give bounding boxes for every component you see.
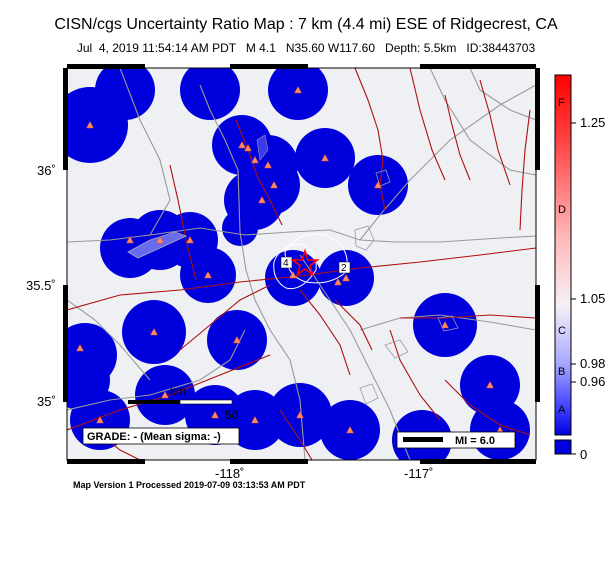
roads	[67, 68, 536, 460]
station-triangle	[294, 85, 302, 94]
colorbar-tick-1-05: 1.05	[580, 291, 605, 306]
station-triangle	[161, 390, 169, 399]
station-triangle	[238, 140, 246, 149]
station-triangle	[486, 380, 494, 389]
map-title: CISN/cgs Uncertainty Ratio Map : 7 km (4…	[54, 16, 558, 33]
station-triangle	[346, 425, 354, 434]
colorbar: 1.25 1.05 0.98 0.96 0 F D C B A	[554, 74, 605, 462]
colorbar-ticks	[571, 122, 576, 455]
grade-text: GRADE: - (Mean sigma: -)	[87, 431, 221, 443]
fault-lines	[67, 68, 536, 460]
station-triangle	[150, 327, 158, 336]
scale-bar-value: 50	[225, 408, 239, 422]
grade-box	[82, 427, 240, 445]
station-triangle	[289, 270, 297, 279]
scale-bar: km 50	[128, 384, 239, 422]
colorbar-tick-1-25: 1.25	[580, 115, 605, 130]
lakes	[127, 134, 459, 405]
contour-label-2: 2	[341, 263, 347, 274]
scale-bar-unit: km	[170, 384, 186, 398]
station-triangle	[251, 415, 259, 424]
mi-legend-box	[396, 431, 516, 449]
station-triangle	[211, 410, 219, 419]
lat-label-35: 35˚	[37, 394, 56, 409]
colorbar-grade-b: B	[558, 366, 565, 378]
colorbar-grade-d: D	[558, 204, 566, 216]
event-subtitle: Jul 4, 2019 11:54:14 AM PDT M 4.1 N35.60…	[76, 41, 536, 55]
station-triangle	[86, 120, 94, 129]
map-border-ticks	[63, 64, 540, 464]
station-triangle	[321, 153, 329, 162]
colorbar-grade-f: F	[558, 97, 565, 109]
lat-label-35-5: 35.5˚	[26, 278, 56, 293]
station-triangle	[270, 180, 278, 189]
colorbar-gradient	[554, 74, 572, 436]
station-triangle	[76, 343, 84, 352]
contour-label-4: 4	[283, 258, 289, 269]
mi-legend-text: MI = 6.0	[455, 435, 495, 447]
colorbar-grade-c: C	[558, 325, 566, 337]
station-triangle	[342, 273, 350, 282]
station-triangle	[126, 235, 134, 244]
epicenter-star	[290, 248, 320, 277]
colorbar-zero-swatch	[554, 439, 572, 455]
station-triangle	[204, 270, 212, 279]
colorbar-grade-a: A	[558, 404, 566, 416]
station-triangle	[156, 235, 164, 244]
station-triangle	[186, 235, 194, 244]
station-triangle	[374, 180, 382, 189]
station-triangle	[258, 195, 266, 204]
contour-label-box-4	[280, 256, 293, 269]
station-triangle	[251, 155, 259, 164]
processing-footer: Map Version 1 Processed 2019-07-09 03:13…	[73, 480, 306, 490]
lat-label-36: 36˚	[37, 163, 56, 178]
station-triangle	[441, 320, 449, 329]
lon-label-117: -117˚	[404, 466, 433, 481]
station-triangle	[264, 160, 272, 169]
lon-label-118: -118˚	[215, 466, 244, 481]
contour-label-box-2	[338, 261, 351, 274]
station-triangle	[334, 277, 342, 286]
station-triangle	[244, 143, 252, 152]
station-triangle	[96, 415, 104, 424]
colorbar-tick-0: 0	[580, 447, 587, 462]
colorbar-tick-0-96: 0.96	[580, 374, 605, 389]
station-triangle	[296, 410, 304, 419]
mi-legend-bar	[403, 437, 443, 442]
station-triangle	[233, 335, 241, 344]
colorbar-tick-0-98: 0.98	[580, 356, 605, 371]
